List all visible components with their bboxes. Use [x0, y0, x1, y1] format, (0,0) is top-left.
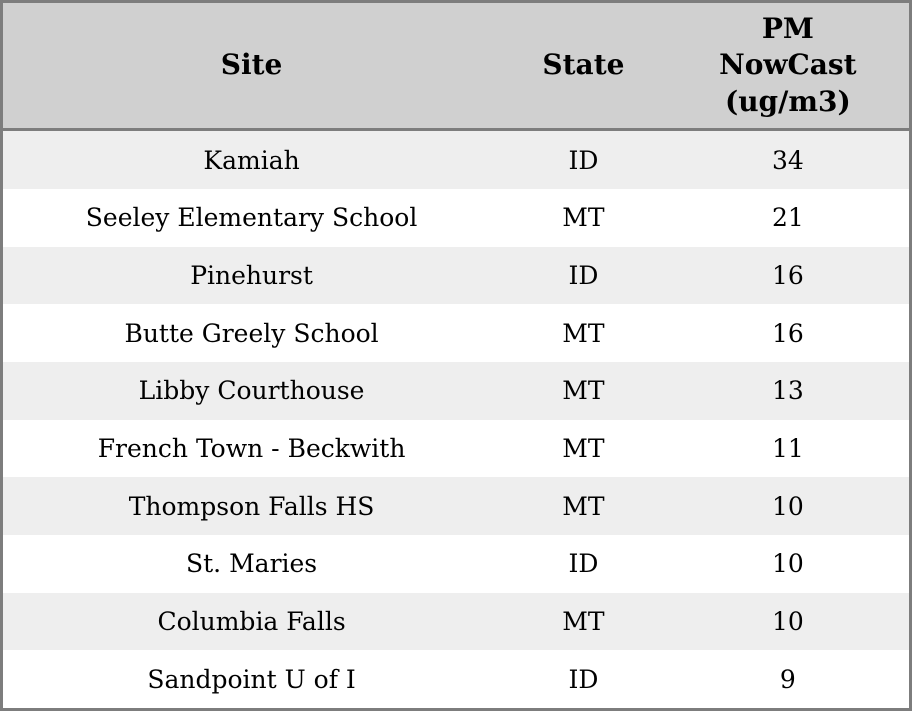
site-cell: Sandpoint U of I: [147, 664, 356, 694]
column-header-site: Site: [220, 48, 283, 82]
table-row: Libby Courthouse MT 13: [1, 361, 911, 420]
table-row: St. Maries ID 10: [1, 534, 911, 593]
state-cell: ID: [568, 549, 599, 579]
state-cell: MT: [562, 491, 605, 521]
site-cell: Pinehurst: [190, 260, 313, 290]
table-row: French Town - Beckwith MT 11: [1, 419, 911, 478]
pm-nowcast-cell: 10: [771, 491, 804, 521]
table-row: Butte Greely School MT 16: [1, 304, 911, 362]
state-cell: ID: [568, 260, 599, 290]
site-cell: Libby Courthouse: [138, 376, 365, 406]
state-cell: MT: [562, 203, 605, 233]
site-cell: Thompson Falls HS: [128, 491, 375, 521]
table-body: Kamiah ID 34 Seeley Elementary School MT 21 Pi…: [1, 129, 911, 710]
column-header-pm-nowcast: PM NowCast (ug/m3): [719, 12, 857, 118]
state-cell: MT: [562, 318, 605, 348]
site-cell: Columbia Falls: [157, 606, 346, 636]
table-header-row: Site State PM NowCast (ug/m3): [1, 1, 911, 130]
pm-nowcast-cell: 21: [771, 203, 804, 233]
site-cell: Kamiah: [203, 145, 300, 175]
pm-nowcast-cell: 10: [771, 606, 804, 636]
site-cell: St. Maries: [186, 549, 318, 579]
site-cell: Butte Greely School: [124, 318, 379, 348]
table-row: Thompson Falls HS MT 10: [1, 477, 911, 535]
pm-nowcast-cell: 34: [771, 145, 804, 175]
state-cell: MT: [562, 376, 605, 406]
table-row: Pinehurst ID 16: [1, 246, 911, 305]
state-cell: MT: [562, 433, 605, 463]
pm-nowcast-cell: 13: [771, 376, 804, 406]
site-cell: Seeley Elementary School: [85, 203, 418, 233]
table-header: Site State PM NowCast (ug/m3): [1, 1, 911, 130]
state-cell: ID: [568, 145, 599, 175]
state-cell: ID: [568, 664, 599, 694]
pm-nowcast-cell: 11: [771, 433, 804, 463]
pm-nowcast-cell: 16: [771, 260, 804, 290]
table-row: Seeley Elementary School MT 21: [1, 188, 911, 247]
pm-nowcast-cell: 10: [771, 549, 804, 579]
site-cell: French Town - Beckwith: [97, 433, 406, 463]
pm-nowcast-cell: 16: [771, 318, 804, 348]
table-row: Sandpoint U of I ID 9: [1, 650, 911, 710]
table-row: Kamiah ID 34: [1, 129, 911, 189]
state-cell: MT: [562, 606, 605, 636]
table-row: Columbia Falls MT 10: [1, 592, 911, 651]
pm-nowcast-cell: 9: [779, 664, 796, 694]
column-header-state: State: [542, 48, 625, 82]
